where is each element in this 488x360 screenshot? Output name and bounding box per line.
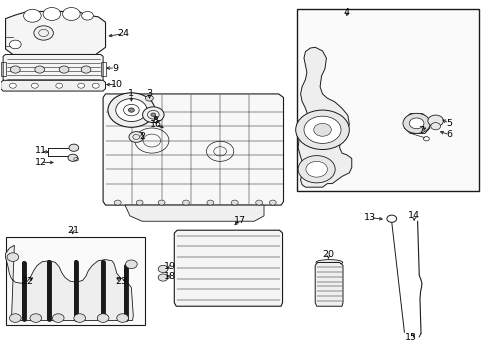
Polygon shape [5,12,105,54]
Polygon shape [0,80,105,91]
Circle shape [128,108,134,112]
Circle shape [7,253,19,261]
Circle shape [427,115,443,127]
Polygon shape [315,262,342,306]
Text: 22: 22 [21,276,34,285]
Text: 11: 11 [35,146,46,155]
Circle shape [408,118,423,129]
Circle shape [305,161,327,177]
Polygon shape [174,230,282,306]
Circle shape [142,107,163,123]
Ellipse shape [213,293,243,301]
Text: 18: 18 [164,271,176,280]
Circle shape [23,9,41,22]
Ellipse shape [315,260,342,265]
Circle shape [52,314,64,322]
Circle shape [81,66,91,73]
Circle shape [56,83,62,88]
Circle shape [116,99,147,122]
Circle shape [9,314,21,322]
Circle shape [255,200,262,205]
Circle shape [9,83,16,88]
Circle shape [269,200,276,205]
Circle shape [304,116,340,143]
Circle shape [313,123,330,136]
Circle shape [295,110,348,149]
Circle shape [386,215,396,222]
Text: 2: 2 [139,132,145,141]
Circle shape [81,12,93,20]
Text: 13: 13 [364,213,376,222]
Circle shape [231,200,238,205]
Circle shape [68,154,78,161]
Circle shape [151,113,156,117]
Text: 20: 20 [322,250,334,259]
Text: 6: 6 [446,130,451,139]
Text: 3: 3 [146,89,152,98]
Circle shape [74,314,85,322]
Circle shape [34,26,53,40]
Bar [5,237,144,325]
Circle shape [206,200,213,205]
Circle shape [108,93,155,127]
Circle shape [298,156,334,183]
Circle shape [92,83,99,88]
Polygon shape [298,47,351,187]
Circle shape [117,314,128,322]
Text: 12: 12 [35,158,46,167]
Circle shape [430,123,440,130]
Text: 7: 7 [417,126,423,135]
Circle shape [59,66,69,73]
Text: 24: 24 [117,29,129,38]
Circle shape [30,314,41,322]
Circle shape [129,132,143,142]
Text: 16: 16 [149,120,162,129]
Circle shape [158,200,164,205]
Bar [297,9,478,192]
Polygon shape [125,205,264,221]
Text: 1: 1 [128,89,134,98]
Text: 4: 4 [343,8,349,17]
Text: 14: 14 [407,211,419,220]
Circle shape [114,200,121,205]
Text: 23: 23 [115,276,127,285]
Circle shape [31,83,38,88]
Circle shape [182,200,189,205]
Circle shape [97,314,109,322]
Polygon shape [5,245,133,320]
Circle shape [158,274,167,281]
Circle shape [10,66,20,73]
Text: 15: 15 [405,333,416,342]
Text: 10: 10 [110,80,122,89]
Text: 17: 17 [233,216,245,225]
Text: 21: 21 [67,226,79,235]
Text: 9: 9 [112,64,118,73]
Text: 8: 8 [152,116,159,125]
Polygon shape [103,94,283,205]
Polygon shape [404,114,429,134]
Circle shape [402,113,429,134]
Circle shape [136,200,143,205]
Circle shape [125,260,137,269]
Circle shape [69,144,79,151]
Text: 5: 5 [446,119,451,128]
Circle shape [158,265,167,273]
Polygon shape [3,54,103,83]
Circle shape [35,66,44,73]
Circle shape [43,8,61,21]
Circle shape [9,40,21,49]
Circle shape [145,95,153,101]
Text: 19: 19 [164,262,176,271]
Circle shape [78,83,84,88]
Circle shape [62,8,80,21]
